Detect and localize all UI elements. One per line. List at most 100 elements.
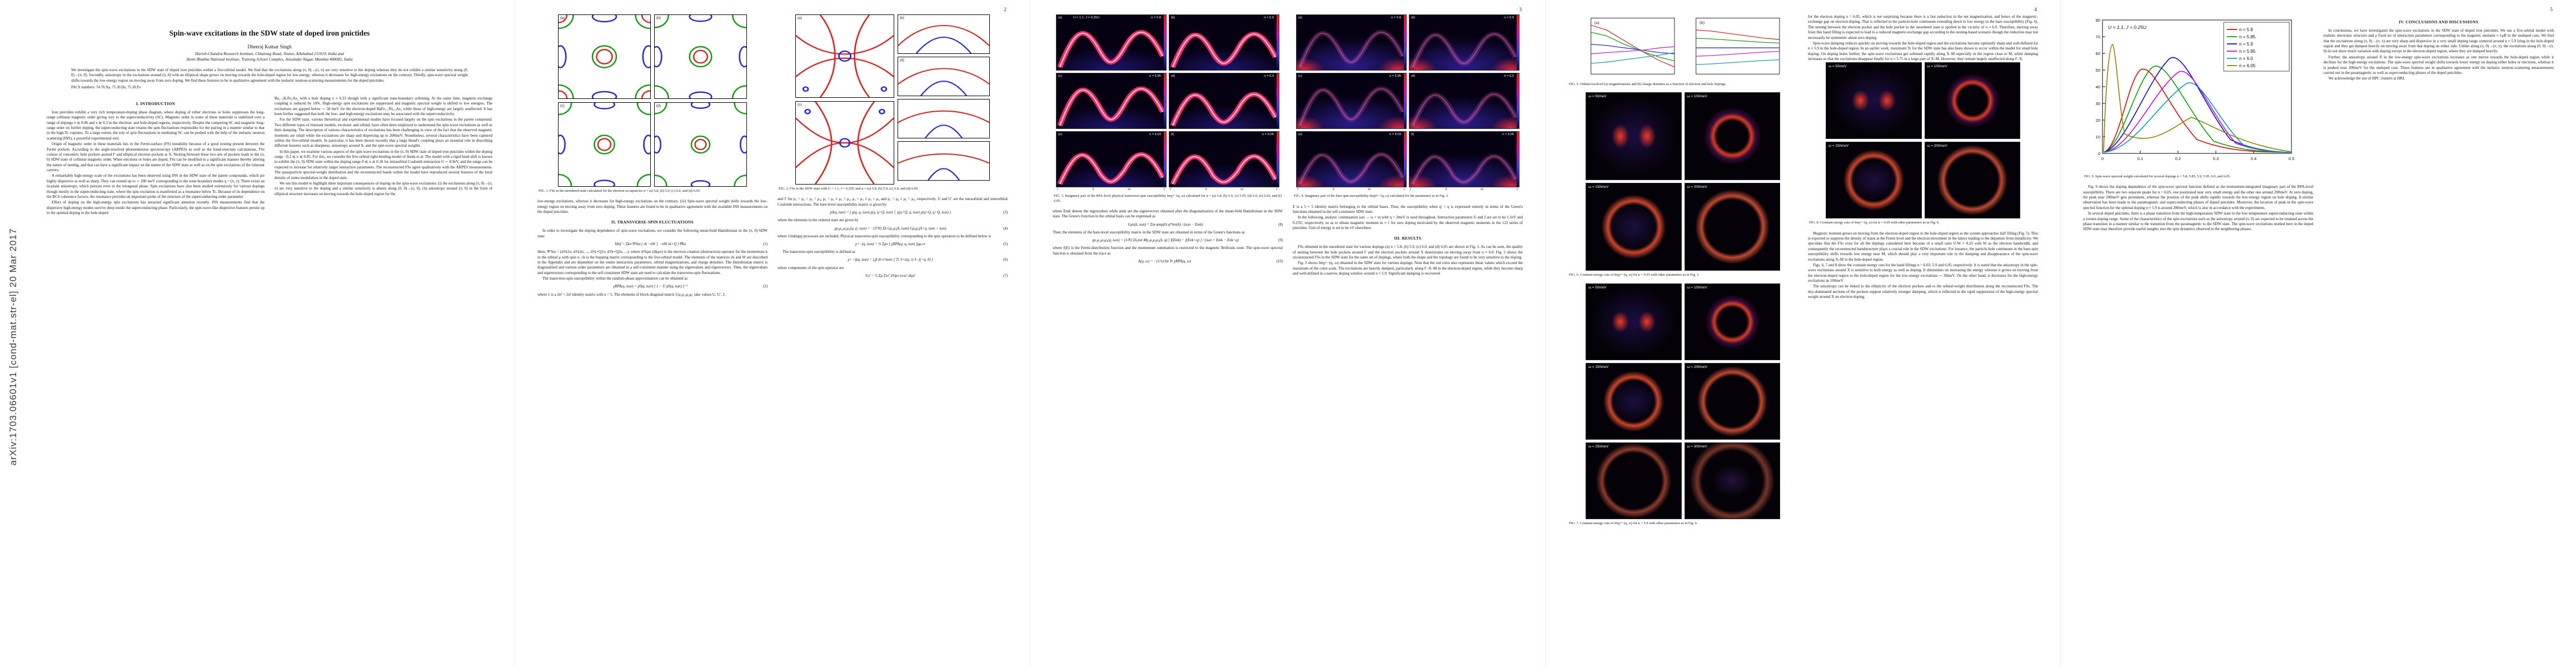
equation-body: Hmf = Σkσ Ψ†kσ ( εk −σW │ −σW εk+Q ) Ψkσ [615,242,686,247]
bare-susceptibility-panel: (c) n = 5.95 [1296,73,1407,129]
tick-label: 0 [2098,151,2100,156]
fermi-surface-plot [655,103,746,186]
equation-number: (3) [1003,211,1008,215]
body-paragraph: where the elements in the ordered state … [778,218,859,223]
colorbar [1164,73,1166,128]
bare-susceptibility-panel: (f) n = 6.05 [1409,131,1519,187]
dispersion-plot [1297,152,1406,185]
page-4-columns: (a) (b) FIG. 5. Orbital-resolved (a) [1568,14,2038,531]
panel-label: (f) [1171,133,1174,136]
page-1: arXiv:1703.06601v1 [cond-mat.str-el] 20 … [0,0,515,667]
y-axis-ticks: 0 10 20 30 40 50 60 70 80 [2096,18,2106,156]
abstract-text: We investigate the spin-wave excitations… [71,67,468,83]
figure-4-caption: FIG. 4. Imaginary part of the bare spin … [1294,194,1449,198]
bare-susceptibility-panel: (b) n = 5.9 [1409,14,1519,71]
body-paragraph: Figs. 6, 7 and 8 show the constant energ… [1808,262,2038,283]
page-4-column-right: for the electron doping n = 6.05, which … [1808,14,2038,531]
figure-2-right-panels: (b) (d) [898,14,990,185]
energy-label: ω = 100meV [1687,285,1707,290]
energy-cut-panel: ω = 50meV [1586,283,1682,360]
panel-label: (e) [1058,133,1063,136]
display-equation-7: S±i = ½ Σμ Σss′ d†iμs σ±ss′ diμs′ (7) [778,273,1008,278]
body-paragraph: and J′ for μ₁ = μ₂ = μ₃ = μ₄, μ₁ = μ₂ ≠ … [778,197,1008,207]
equation-body: χ+−(q, iωn) = ½ Σμν [ χRPA(q, q, iωn) ]μ… [855,242,926,247]
energy-cut-panel: ω = 100meV [1684,92,1780,181]
figure-2-panel-grid: (a) (c) (b) [795,14,990,185]
dispersion-heatmap-panel: (f) n = 6.05 [1169,131,1279,187]
plot-annotation: U = 1.1, J = 0.25U [2108,24,2147,30]
energy-label: ω = 50meV [1828,64,1847,69]
body-paragraph: for the electron doping n = 6.05, which … [1808,14,2038,40]
body-paragraph: In order to investigate the doping depen… [537,228,768,238]
body-paragraph: E is a 5 × 5 identity matrix belonging t… [1293,204,1523,214]
energy-label: ω = 150meV [1828,144,1849,148]
author-name: Dheeraj Kumar Singh [247,43,292,49]
legend-label: n = 5.85 [2239,34,2256,39]
panel-doping-label: n = 6.05 [1502,133,1514,136]
equation-body: χRPA(q, iωn) = χ0(q, iωn) [ 1 − U χ0(q, … [613,285,687,289]
display-equation-10: A(q, ω) = −(1/π) Im Tr χRPA(q, ω) (10) [1053,259,1283,264]
figure-2-caption: FIG. 2. FSs in the SDW state with U = 1.… [779,187,919,191]
sdw-fermi-surface-panel [898,99,990,138]
dispersion-plot [1297,30,1406,68]
page-1-columns: I. INTRODUCTION Iron pnictides exhibit a… [47,96,492,216]
colorbar [1517,15,1519,70]
equation-body: χ+−ij(q, iωn) = ∫₀β dτ e^iωnτ ⟨ Tτ S+i(q… [848,258,933,262]
body-paragraph: where components of the spin operator ar… [778,265,844,270]
body-paragraph: Ba₁₋ₓKₓFe₂As₂ with a hole doping x ≈ 0.3… [275,96,492,117]
sdw-fermi-surface-panel: (d) [898,57,990,96]
legend-label: n = 5.9 [2239,42,2253,47]
page-5: 5 0 10 20 30 40 50 60 [2061,0,2576,667]
energy-cut-panel: ω = 100meV [1684,283,1780,360]
body-paragraph: The anisotropy can be linked to the elli… [1808,284,2038,300]
sdw-fermi-surface-panel: (a) [795,14,894,98]
bare-susceptibility-panel: (e) n = 6.03 [1296,131,1407,187]
page-2-columns: (a) (b) (c) (d) [537,14,1008,298]
spectral-curve [2103,44,2292,153]
figure-4: (a) n = 5.8 (b) n = 5.9 (c) [1293,14,1523,199]
figure-5-caption: FIG. 5. Orbital-resolved (a) magnetizati… [1569,82,1727,86]
equation-number: (10) [1276,259,1283,263]
page-number: 5 [2550,7,2553,12]
dispersion-plot [1057,152,1165,185]
equation-number: (8) [1278,222,1283,227]
section-heading-introduction: I. INTRODUCTION [136,101,176,106]
figure-3-caption: FIG. 3. Imaginary part of the RPA-level … [1054,194,1282,203]
energy-cut-panel: ω = 150meV [1826,142,1922,219]
energy-cut-panel: ω = 150meV [1586,183,1682,271]
tick-label: Γ [1516,188,1518,191]
body-paragraph: where f(E) is the Fermi-distribution fun… [1053,246,1283,256]
figure-2: (a) (c) (b) [778,14,1008,191]
panel-parameter-label: U = 1.1, J = 0.25U [1073,16,1100,19]
sdw-fermi-surface-plot [898,153,989,180]
tick-label: 0.2 [2175,156,2181,161]
display-equation-5: χ+−(q, iωn) = ½ Σμν [ χRPA(q, q, iωn) ]μ… [778,242,1008,247]
dispersion-heatmap-panel: (b) n = 5.9 [1169,14,1279,71]
sdw-fermi-surface-panel: (b) [898,14,990,54]
energy-cut-panel: ω = 150meV [1586,362,1682,440]
bare-susceptibility-panel: (d) n = 6.0 [1409,73,1519,129]
colorbar [1164,15,1166,70]
panel-label: (e) [1298,133,1303,136]
dispersion-heatmap-panel: (a) U = 1.1, J = 0.25U n = 5.8 [1056,14,1167,71]
page-number: 4 [2034,7,2037,12]
figure-5-panels: (a) (b) [1580,14,1786,80]
dispersion-plot [1170,154,1278,185]
page-1-column-right: Ba₁₋ₓKₓFe₂As₂ with a hole doping x ≈ 0.3… [275,96,492,216]
energy-label: ω = 100meV [1687,94,1707,99]
page-4-column-left: (a) (b) FIG. 5. Orbital-resolved (a) [1568,14,1798,531]
energy-label: ω = 50meV [1588,94,1607,99]
body-paragraph: Fig. 9 shows the doping dependence of th… [2083,185,2314,210]
colorbar [1404,15,1406,70]
panel-label: (b) [656,16,661,20]
figure-6-panel-grid: ω = 50meV ω = 100meV ω = 150meV ω = 200m… [1586,92,1780,271]
colorbar [1277,132,1279,187]
tick-label: X [1092,188,1095,191]
dispersion-heatmap-panel: (e) n = 6.03 [1056,131,1167,187]
tick-label: 0.1 [2137,156,2143,161]
tick-label: 50 [2096,68,2100,73]
